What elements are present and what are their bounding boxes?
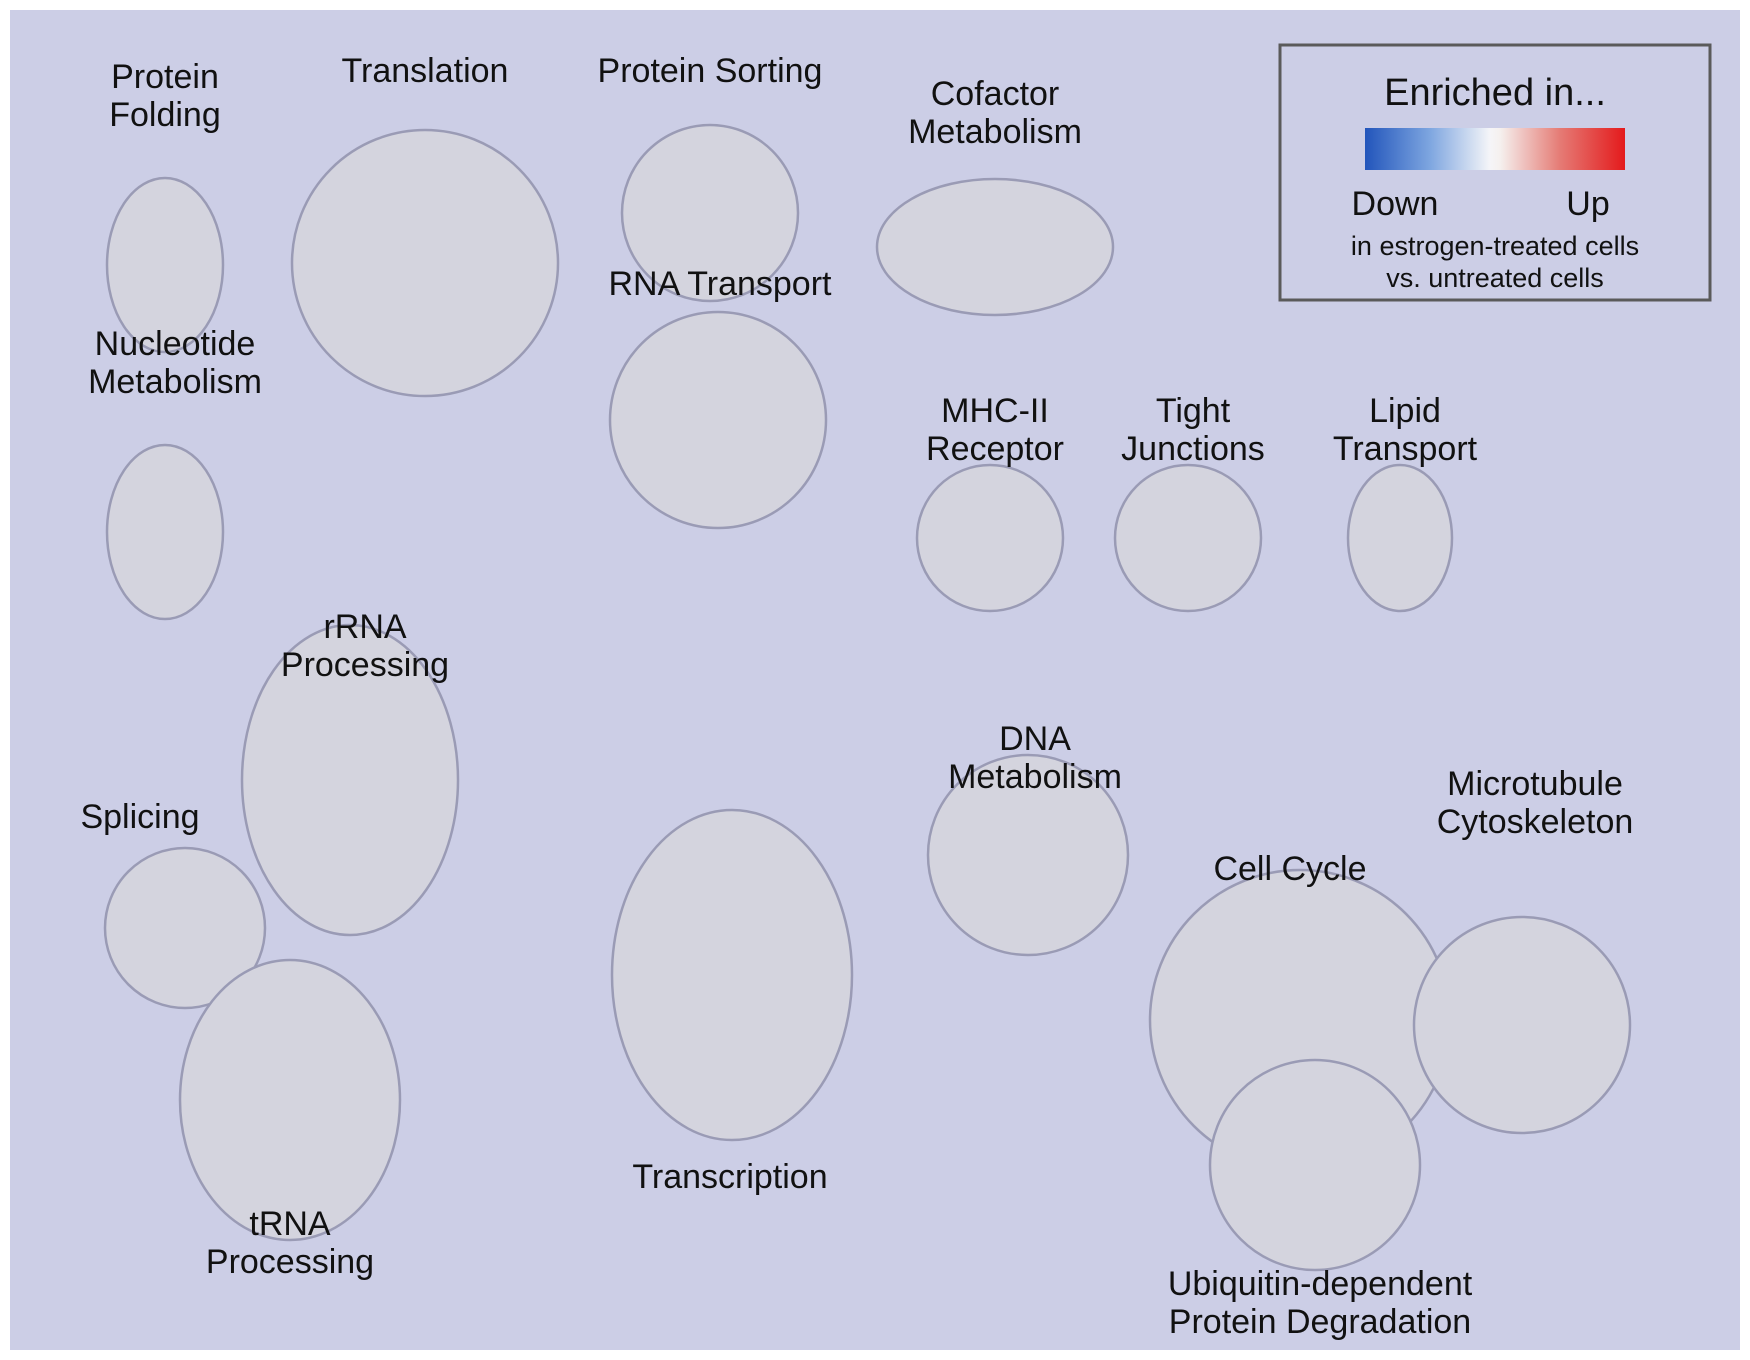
svg-text:Enriched in...: Enriched in... [1384, 72, 1606, 114]
svg-text:Down: Down [1352, 185, 1439, 223]
svg-text:vs. untreated cells: vs. untreated cells [1386, 263, 1604, 293]
svg-text:Up: Up [1566, 185, 1609, 223]
svg-text:in estrogen-treated cells: in estrogen-treated cells [1351, 231, 1639, 261]
